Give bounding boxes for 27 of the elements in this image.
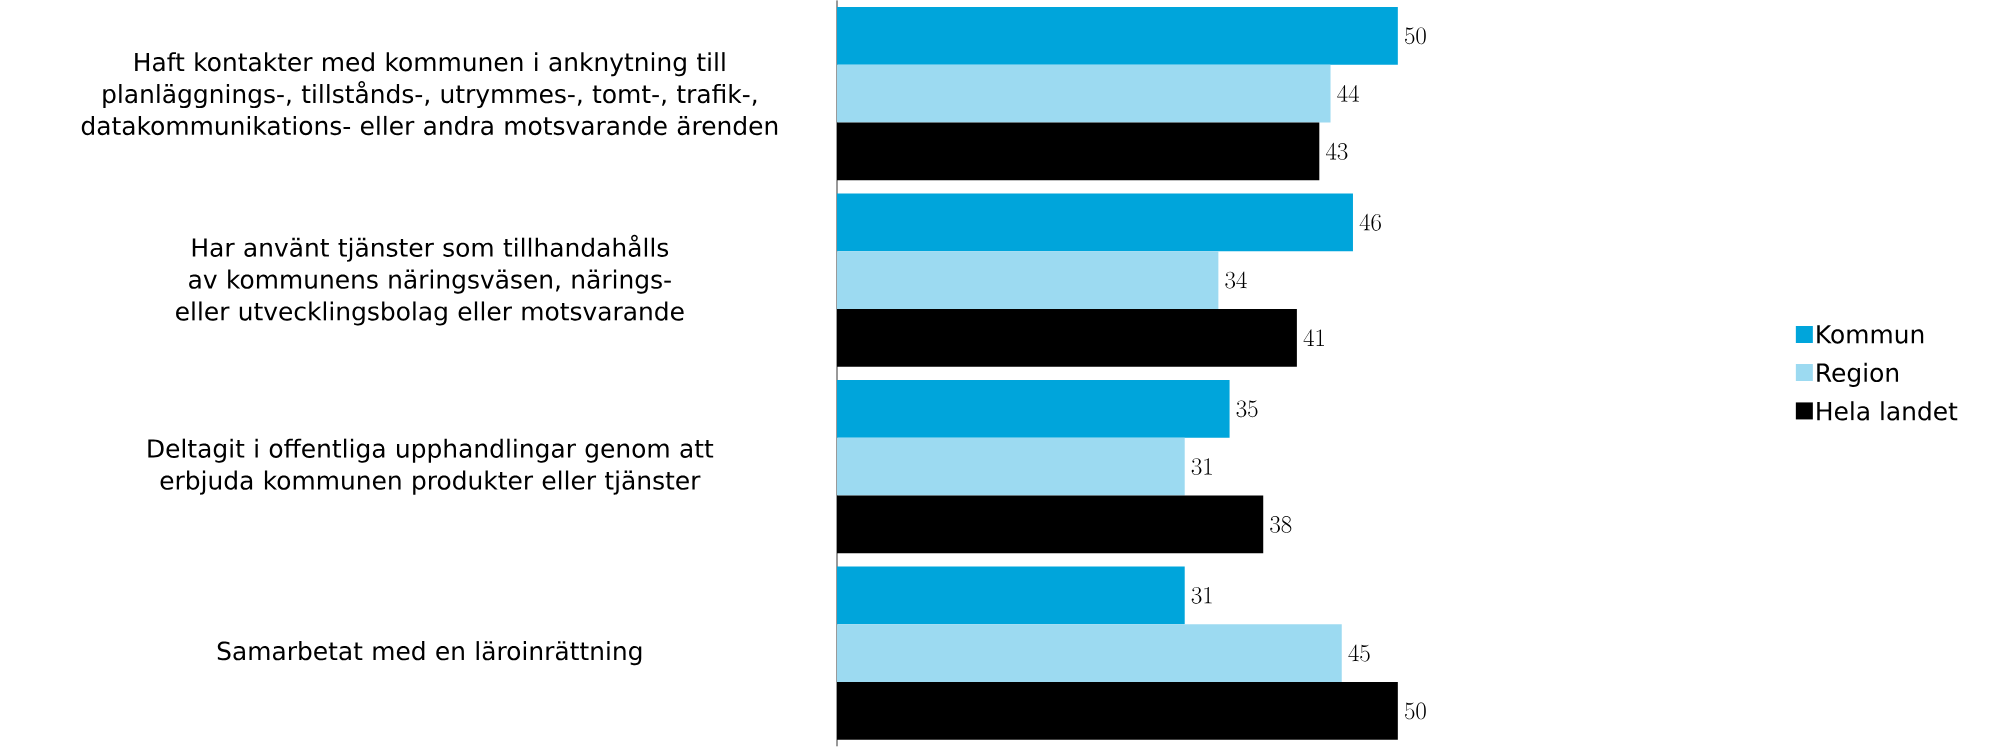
y-tick-label: Haft kontakter med kommunen i anknytning till planläggnings-, tillstånds-, utrymmes-, tomt-, trafik-, datakommunikations- eller andra motsvarande ärenden <box>81 52 778 136</box>
data-label: 35 <box>1236 400 1258 418</box>
data-label: 46 <box>1359 213 1381 231</box>
data-label: 50 <box>1405 702 1426 720</box>
data-label: 44 <box>1337 85 1359 102</box>
legend-label: Region <box>1817 362 1899 388</box>
data-label: 45 <box>1348 644 1370 662</box>
legend-label: Kommun <box>1817 325 1924 344</box>
data-label: 31 <box>1191 587 1212 604</box>
y-tick-label: Har använt tjänster som tillhandahålls av kommunens näringsväsen, närings- eller utvecklingsbolag eller motsvarande <box>176 234 684 326</box>
legend-label: Hela landet <box>1817 401 1958 421</box>
data-label: 34 <box>1225 271 1247 289</box>
bar <box>837 64 1331 123</box>
bar <box>837 624 1342 683</box>
bar <box>837 193 1353 252</box>
bar <box>837 437 1185 496</box>
bar <box>837 7 1398 65</box>
data-label: 41 <box>1303 329 1324 347</box>
data-label: 31 <box>1191 458 1212 476</box>
y-tick-label: Samarbetat med en läroinrättning <box>217 641 642 666</box>
y-tick-label: Deltagit i offentliga upphandlingar genom att erbjuda kommunen produkter eller tjänster <box>148 438 714 495</box>
data-label: 43 <box>1326 142 1348 160</box>
bar <box>837 566 1185 625</box>
bar <box>837 251 1219 310</box>
data-label: 50 <box>1405 27 1426 45</box>
data-label: 38 <box>1270 516 1292 533</box>
bar <box>837 380 1230 438</box>
